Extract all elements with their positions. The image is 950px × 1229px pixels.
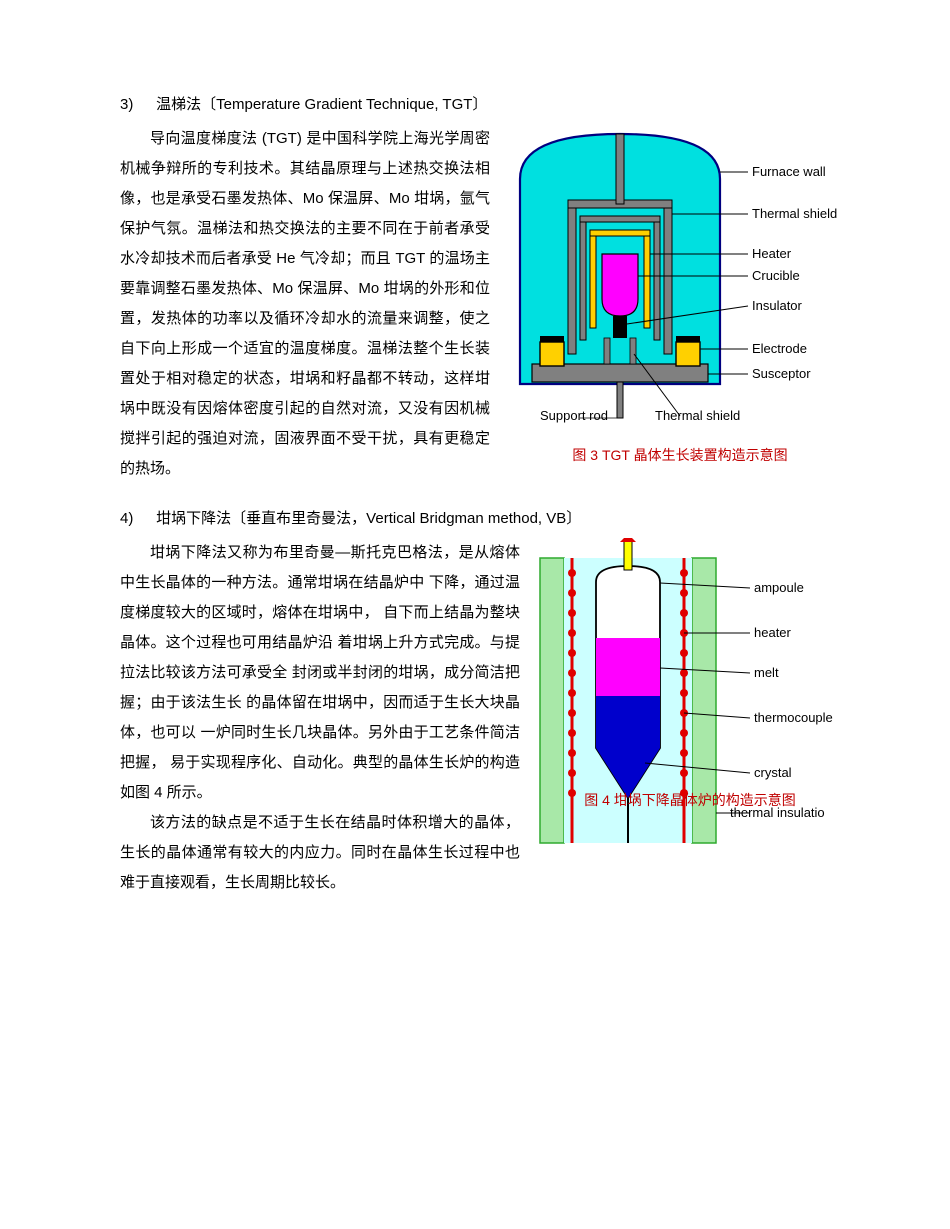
sec2-heading: 4) 坩埚下降法〔垂直布里奇曼法，Vertical Bridgman metho… bbox=[120, 504, 830, 534]
sec1-para: 导向温度梯度法 (TGT) 是中国科学院上海光学周密机械争辩所的专利技术。其结晶… bbox=[120, 124, 490, 484]
label-ampoule: ampoule bbox=[754, 580, 804, 595]
sec1-text: 导向温度梯度法 (TGT) 是中国科学院上海光学周密机械争辩所的专利技术。其结晶… bbox=[120, 124, 490, 484]
label-electrode: Electrode bbox=[752, 341, 807, 356]
label-thermocouple: thermocouple bbox=[754, 710, 833, 725]
sec1-title: 温梯法〔Temperature Gradient Technique, TGT〕 bbox=[156, 96, 487, 113]
label-furnace-wall: Furnace wall bbox=[752, 164, 826, 179]
label-heater: Heater bbox=[752, 246, 792, 261]
sec2-title: 坩埚下降法〔垂直布里奇曼法，Vertical Bridgman method, … bbox=[156, 510, 581, 527]
sec2-num: 4) bbox=[120, 504, 152, 534]
sec2-text: 坩埚下降法又称为布里奇曼—斯托克巴格法，是从熔体中生长晶体的一种方法。通常坩埚在… bbox=[120, 538, 520, 898]
label-support-rod: Support rod bbox=[540, 408, 608, 423]
label-crucible: Crucible bbox=[752, 268, 800, 283]
label-susceptor: Susceptor bbox=[752, 366, 811, 381]
figure3-diagram: Furnace wall Thermal shield Heater Cruci… bbox=[510, 124, 850, 424]
sec1-num: 3) bbox=[120, 90, 152, 120]
figure3-wrap: Furnace wall Thermal shield Heater Cruci… bbox=[510, 124, 850, 469]
label-crystal: crystal bbox=[754, 765, 792, 780]
sec2-para2: 该方法的缺点是不适于生长在结晶时体积增大的晶体，生长的晶体通常有较大的内应力。同… bbox=[120, 808, 520, 898]
sec1-block: 导向温度梯度法 (TGT) 是中国科学院上海光学周密机械争辩所的专利技术。其结晶… bbox=[120, 124, 830, 484]
figure4-wrap: 图 4 坩埚下降晶体炉的构造示意图 bbox=[530, 538, 850, 859]
sec2-block: 坩埚下降法又称为布里奇曼—斯托克巴格法，是从熔体中生长晶体的一种方法。通常坩埚在… bbox=[120, 538, 830, 898]
sec1-heading: 3) 温梯法〔Temperature Gradient Technique, T… bbox=[120, 90, 830, 120]
figure3-caption: 图 3 TGT 晶体生长装置构造示意图 bbox=[510, 441, 850, 469]
sec2-para1: 坩埚下降法又称为布里奇曼—斯托克巴格法，是从熔体中生长晶体的一种方法。通常坩埚在… bbox=[120, 538, 520, 808]
label-insulator: Insulator bbox=[752, 298, 803, 313]
label-thermal-shield-b: Thermal shield bbox=[655, 408, 740, 423]
label-heater2: heater bbox=[754, 625, 792, 640]
label-thermal-shield: Thermal shield bbox=[752, 206, 837, 221]
label-melt: melt bbox=[754, 665, 779, 680]
figure4-caption: 图 4 坩埚下降晶体炉的构造示意图 bbox=[530, 786, 850, 814]
